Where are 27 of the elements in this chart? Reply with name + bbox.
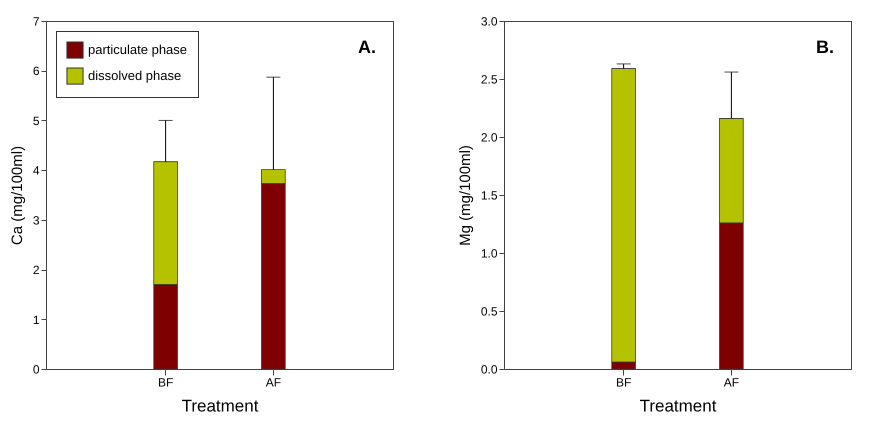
y-tick-label: 5 bbox=[32, 114, 40, 128]
x-tick-label: BF bbox=[158, 376, 174, 390]
y-tick-label: 2 bbox=[32, 263, 40, 278]
y-axis-title: Ca (mg/100ml) bbox=[8, 146, 26, 246]
x-tick-label: AF bbox=[266, 376, 282, 390]
legend-label: dissolved phase bbox=[88, 68, 182, 83]
y-tick-label: 7 bbox=[32, 14, 40, 28]
y-axis-title: Mg (mg/100ml) bbox=[456, 145, 474, 246]
annotation: A. bbox=[358, 37, 376, 57]
x-tick-label: BF bbox=[616, 376, 632, 390]
y-tick-label: 1 bbox=[32, 312, 40, 327]
annotation: B. bbox=[816, 37, 834, 57]
y-tick-label: 1.0 bbox=[480, 246, 498, 260]
legend-label: particulate phase bbox=[88, 42, 188, 57]
y-tick-label: 3.0 bbox=[480, 14, 498, 28]
y-tick-label: 0.0 bbox=[480, 362, 498, 376]
y-tick-label: 6 bbox=[32, 64, 40, 78]
y-tick-label: 0 bbox=[32, 362, 40, 376]
y-tick-label: 2.5 bbox=[480, 72, 498, 86]
y-tick-label: 4 bbox=[32, 164, 40, 178]
y-tick-label: 0.5 bbox=[480, 304, 498, 318]
x-axis-title: Treatment bbox=[640, 396, 717, 416]
y-tick-label: 1.5 bbox=[480, 188, 498, 202]
y-tick-label: 2.0 bbox=[480, 130, 498, 144]
y-tick-label: 3 bbox=[32, 213, 40, 228]
x-tick-label: AF bbox=[724, 376, 740, 390]
x-axis-title: Treatment bbox=[182, 396, 259, 416]
